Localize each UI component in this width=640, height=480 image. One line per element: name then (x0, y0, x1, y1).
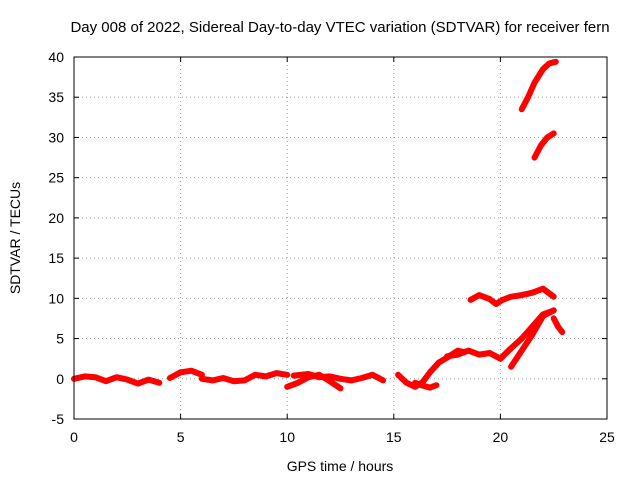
data-series (71, 58, 566, 392)
y-tick-label: 20 (48, 210, 64, 226)
x-axis-label: GPS time / hours (287, 458, 394, 474)
grid-lines (74, 57, 607, 419)
series-arc-5 (290, 371, 355, 384)
y-tick-label: 30 (48, 129, 64, 145)
series-arc-11 (467, 285, 557, 307)
x-tick-label: 10 (279, 429, 295, 445)
series-arc-14 (550, 315, 566, 336)
y-tick-label: 35 (48, 89, 64, 105)
series-arc-6 (348, 371, 387, 384)
series-arc-8 (412, 379, 440, 391)
series-arc-13 (508, 307, 557, 370)
y-axis-label: SDTVAR / TECUs (7, 182, 23, 294)
y-tick-label: 10 (48, 290, 64, 306)
series-arc-16 (518, 58, 559, 113)
chart-title: Day 008 of 2022, Sidereal Day-to-day VTE… (70, 19, 609, 36)
y-tick-label: 25 (48, 170, 64, 186)
x-tick-label: 0 (70, 429, 78, 445)
series-arc-15 (531, 130, 557, 161)
series-arc-3 (198, 370, 291, 385)
y-tick-label: 5 (56, 331, 64, 347)
series-arc-2 (166, 367, 205, 381)
x-tick-label: 25 (599, 429, 615, 445)
series-arc-10 (444, 347, 504, 362)
y-tick-label: 15 (48, 250, 64, 266)
x-tick-label: 15 (386, 429, 402, 445)
plot-frame (73, 56, 608, 420)
axis-ticks: 0 5 10 15 20 25 -5 0 5 10 15 20 25 30 35 40 (48, 49, 615, 445)
x-tick-label: 20 (493, 429, 509, 445)
y-tick-label: -5 (52, 411, 65, 427)
y-tick-label: 0 (56, 371, 64, 387)
x-tick-label: 5 (177, 429, 185, 445)
series-arc-9 (418, 347, 468, 387)
y-tick-label: 40 (48, 49, 64, 65)
series-arc-1 (71, 373, 163, 387)
